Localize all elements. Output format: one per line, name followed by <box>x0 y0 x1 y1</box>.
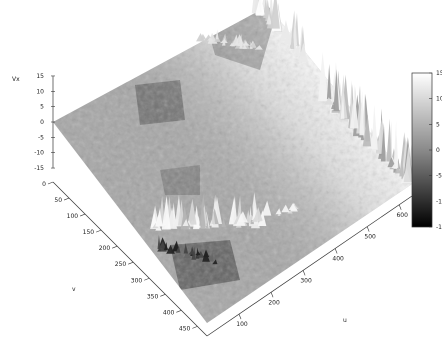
colorbar: 15 10 5 0 -5 -10 -15 <box>411 70 442 231</box>
vx-tick: 10 <box>36 88 55 95</box>
vx-axis: Vx 15 10 5 0 -5 -10 -15 <box>12 73 55 172</box>
u-tick-label: 200 <box>268 299 280 306</box>
colorbar-tick: 5 <box>429 121 440 128</box>
u-tick-label: 400 <box>332 256 344 263</box>
colorbar-tick-label: -10 <box>436 198 442 205</box>
vx-tick: -15 <box>34 165 55 172</box>
u-tick: 200 <box>268 292 280 306</box>
colorbar-tick-label: 5 <box>436 121 440 128</box>
vx-tick: -10 <box>34 150 55 157</box>
u-axis: u 100 200 300 400 500 600 <box>236 204 408 328</box>
colorbar-tick: 15 <box>429 70 442 77</box>
vx-tick-label: 10 <box>36 88 44 95</box>
v-tick-label: 50 <box>54 197 62 204</box>
v-tick: 150 <box>83 229 102 236</box>
v-axis: v 0 50 100 150 200 250 300 350 400 450 <box>42 181 198 332</box>
colorbar-tick-label: -15 <box>436 224 442 231</box>
colorbar-tick: -15 <box>429 224 442 231</box>
u-tick: 500 <box>364 226 376 241</box>
v-tick: 400 <box>163 309 182 316</box>
colorbar-tick: -5 <box>429 173 442 180</box>
v-tick-label: 100 <box>67 213 79 220</box>
v-tick: 450 <box>179 325 198 332</box>
v-tick: 350 <box>147 293 166 300</box>
vx-tick-label: 15 <box>36 73 44 80</box>
u-tick-label: 100 <box>236 321 248 328</box>
u-tick-label: 500 <box>364 234 376 241</box>
v-tick-label: 200 <box>99 245 111 252</box>
surface-shading <box>53 6 412 323</box>
v-tick: 200 <box>99 245 118 252</box>
colorbar-tick-label: 0 <box>436 147 440 154</box>
u-tick-label: 300 <box>300 277 312 284</box>
u-tick: 100 <box>236 314 248 328</box>
colorbar-tick-label: 15 <box>436 70 442 77</box>
vx-tick: 0 <box>40 119 55 126</box>
vx-tick-label: 0 <box>40 119 44 126</box>
vx-tick: -5 <box>38 134 55 141</box>
vx-tick: 15 <box>36 73 55 80</box>
v-tick-label: 250 <box>115 261 127 268</box>
u-tick: 300 <box>300 270 312 284</box>
v-tick-label: 400 <box>163 309 175 316</box>
u-tick: 400 <box>332 248 344 263</box>
colorbar-tick-label: -5 <box>436 173 442 180</box>
v-tick-label: 0 <box>42 181 46 188</box>
vx-tick-label: 5 <box>40 104 44 111</box>
colorbar-tick: 10 <box>429 96 442 103</box>
surface-spikes <box>150 0 415 265</box>
vx-axis-label: Vx <box>12 76 20 83</box>
v-tick-label: 150 <box>83 229 95 236</box>
vx-tick-label: -5 <box>38 134 44 141</box>
v-tick: 250 <box>115 261 134 268</box>
u-tick: 600 <box>396 204 408 219</box>
vx-tick: 5 <box>40 104 55 111</box>
vx-tick-label: -10 <box>34 150 44 157</box>
colorbar-tick: -10 <box>429 198 442 205</box>
u-axis-label: u <box>343 317 347 324</box>
u-tick-label: 600 <box>396 212 408 219</box>
v-tick: 300 <box>131 277 150 284</box>
v-tick-label: 300 <box>131 277 143 284</box>
v-tick-label: 350 <box>147 293 159 300</box>
vx-tick-label: -15 <box>34 165 44 172</box>
v-tick: 0 <box>42 181 54 188</box>
v-tick: 50 <box>54 197 70 204</box>
v-tick-label: 450 <box>179 325 191 332</box>
v-tick: 100 <box>67 213 86 220</box>
colorbar-tick-label: 10 <box>436 96 442 103</box>
v-axis-label: v <box>72 286 76 293</box>
colorbar-tick: 0 <box>429 147 440 154</box>
